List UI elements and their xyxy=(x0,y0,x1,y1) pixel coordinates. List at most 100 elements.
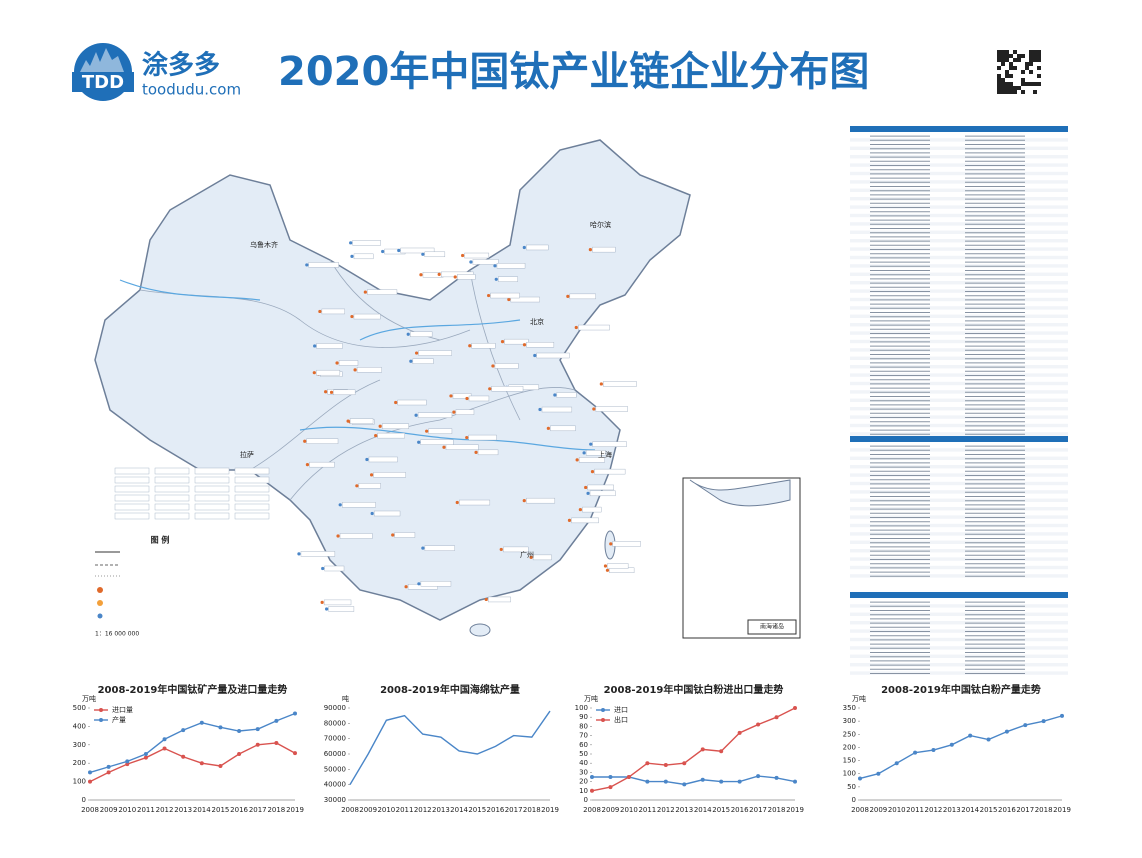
point xyxy=(913,750,918,755)
table-row xyxy=(850,536,1068,540)
qr-cell xyxy=(1037,50,1041,54)
table-row xyxy=(850,222,1068,226)
qr-cell xyxy=(1013,50,1017,54)
table-row xyxy=(850,473,1068,477)
pin xyxy=(553,393,557,397)
pin-label xyxy=(496,263,526,269)
pin-label xyxy=(445,444,479,450)
point xyxy=(737,779,742,784)
pin-label xyxy=(503,546,529,553)
legend-marker xyxy=(601,718,605,722)
table-row xyxy=(850,407,1068,411)
qr-cell xyxy=(997,58,1001,62)
map-label: 广州 xyxy=(520,550,534,559)
chart-title: 2008-2019年中国钛白粉产量走势 xyxy=(881,683,1041,696)
point xyxy=(199,720,204,725)
table-row xyxy=(850,314,1068,318)
point xyxy=(181,754,186,759)
table-row xyxy=(850,612,1068,616)
qr-cell xyxy=(1025,66,1029,70)
pin xyxy=(335,361,339,365)
series-line xyxy=(592,775,796,786)
table-row xyxy=(850,625,1068,629)
pin-label xyxy=(154,485,190,493)
x-tick-label: 2014 xyxy=(694,806,712,814)
pin xyxy=(488,387,492,391)
map-legend: 图 例 1：16 000 000 xyxy=(95,535,169,638)
pin xyxy=(297,552,301,556)
point xyxy=(125,762,130,767)
point xyxy=(218,763,223,768)
pin-label xyxy=(114,467,150,475)
qr-cell xyxy=(1029,62,1033,66)
point xyxy=(626,775,631,779)
table-row xyxy=(850,481,1068,486)
pin xyxy=(353,368,357,372)
pin-label xyxy=(373,472,406,478)
y-tick-label: 60000 xyxy=(324,750,346,758)
logo-band xyxy=(72,72,134,92)
point xyxy=(793,706,797,710)
table-row xyxy=(850,213,1068,218)
pin xyxy=(590,470,595,474)
qr-cell xyxy=(1037,82,1041,86)
y-tick-label: 400 xyxy=(73,722,86,730)
y-tick-label: 300 xyxy=(843,717,856,725)
pin xyxy=(588,248,592,252)
table-row xyxy=(850,209,1068,213)
qr-cell xyxy=(1009,62,1013,66)
legend-dot xyxy=(97,613,103,619)
pin-label xyxy=(592,246,616,253)
map: 乌鲁木齐 拉萨 哈尔滨 北京 上海 广州 图 例 1：16 000 000 南海… xyxy=(94,139,801,639)
qr-cell xyxy=(1009,66,1013,70)
x-tick-label: 2008 xyxy=(583,806,601,814)
pin xyxy=(529,555,533,559)
qr-cell xyxy=(1029,82,1033,86)
y-tick-label: 200 xyxy=(843,743,856,751)
pin xyxy=(320,600,324,605)
pin xyxy=(494,277,498,281)
qr-cell xyxy=(1033,50,1037,54)
pin-label xyxy=(589,490,616,497)
qr-cell xyxy=(1001,58,1005,62)
point xyxy=(255,742,260,747)
table-row xyxy=(850,394,1068,398)
table-row xyxy=(850,365,1068,369)
pin-label xyxy=(353,253,374,260)
point xyxy=(274,718,279,723)
series-line xyxy=(859,715,1063,780)
pin-label xyxy=(114,512,150,520)
inset-coast xyxy=(689,479,791,507)
y-tick-label: 0 xyxy=(852,796,856,804)
site: toodudu.com xyxy=(142,81,241,99)
point xyxy=(719,779,724,784)
table-row xyxy=(850,507,1068,511)
pin xyxy=(507,297,511,302)
point xyxy=(894,761,899,766)
qr-cell xyxy=(1033,82,1037,86)
point xyxy=(774,775,779,780)
map-label: 拉萨 xyxy=(240,450,254,459)
qr-cell xyxy=(1021,54,1025,58)
qr-cell xyxy=(1033,90,1037,94)
title: 2020年中国钛产业链企业分布图 xyxy=(278,49,869,95)
pin xyxy=(609,542,613,546)
y-tick-label: 0 xyxy=(584,796,588,804)
table-row xyxy=(850,310,1068,314)
qr-cell xyxy=(1017,86,1021,90)
qr-cell xyxy=(997,86,1001,90)
pin xyxy=(449,394,453,398)
x-tick-label: 2013 xyxy=(943,806,961,814)
x-tick-label: 2013 xyxy=(432,806,450,814)
x-tick-label: 2010 xyxy=(118,806,136,814)
table-row xyxy=(850,276,1068,281)
pin xyxy=(465,435,469,440)
qr-cell xyxy=(1033,54,1037,58)
x-tick-label: 2013 xyxy=(675,806,693,814)
pin xyxy=(321,566,325,571)
table-header xyxy=(850,592,1068,598)
table-row xyxy=(850,419,1068,423)
pin xyxy=(491,364,495,368)
qr-cell xyxy=(1001,50,1005,54)
pin xyxy=(421,546,425,550)
